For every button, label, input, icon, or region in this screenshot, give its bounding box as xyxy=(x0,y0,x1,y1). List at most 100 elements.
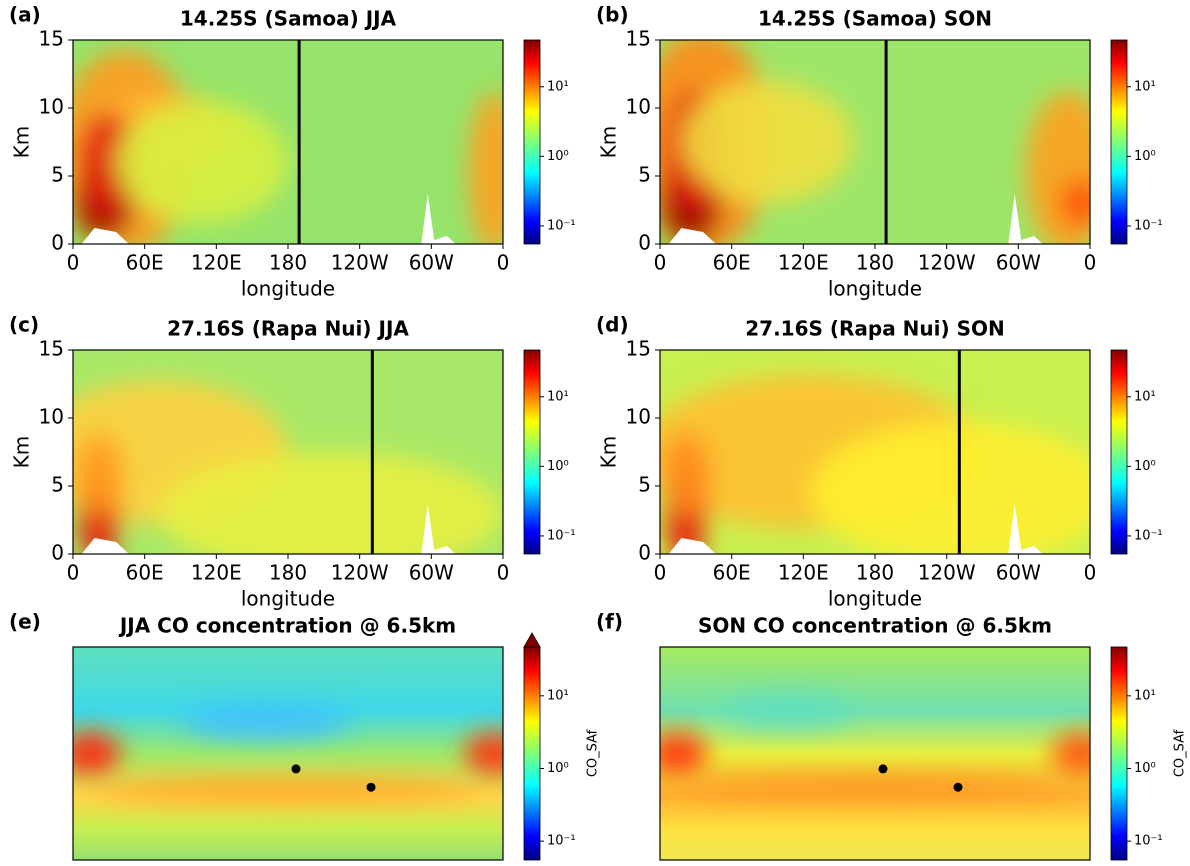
site-marker xyxy=(366,782,376,792)
terrain xyxy=(81,504,456,554)
plot-frame xyxy=(72,349,504,555)
site-marker xyxy=(291,764,301,774)
x-tick-label: 0 xyxy=(1084,251,1097,275)
x-axis-label: longitude xyxy=(828,277,922,301)
field xyxy=(660,40,1090,244)
panel-title: 27.16S (Rapa Nui) SON xyxy=(745,317,1005,341)
x-tick-label: 180 xyxy=(269,561,307,585)
colorbar-tick-label: 10⁰ xyxy=(547,149,569,164)
x-tick-label: 120W xyxy=(918,561,976,585)
colorbar-tick-label: 10¹ xyxy=(1134,389,1156,404)
x-tick-label: 60E xyxy=(713,561,751,585)
colorbar-tick-label: 10⁰ xyxy=(1134,149,1156,164)
field-blob xyxy=(77,111,138,214)
x-tick-label: 60E xyxy=(126,251,164,275)
colorbar-tick-label: 10⁰ xyxy=(547,761,569,776)
x-tick-label: 0 xyxy=(1084,561,1097,585)
colorbar-tick-label: 10¹ xyxy=(547,688,569,703)
colorbar-tick-label: 10⁻¹ xyxy=(1134,834,1163,849)
field-blob xyxy=(1051,732,1090,775)
y-tick-label: 15 xyxy=(626,337,651,361)
panel-letter: (a) xyxy=(9,3,41,27)
panel-title: JJA CO concentration @ 6.5km xyxy=(118,614,456,638)
x-tick-label: 60W xyxy=(409,251,454,275)
x-tick-label: 120E xyxy=(778,251,829,275)
field-blobs xyxy=(73,704,503,801)
x-tick-label: 0 xyxy=(497,251,510,275)
y-axis-label: Km xyxy=(10,126,34,159)
x-tick-label: 0 xyxy=(654,561,667,585)
colorbar-tick-label: 10⁻¹ xyxy=(1134,218,1163,233)
terrain xyxy=(668,504,1043,554)
colorbar xyxy=(1110,39,1128,245)
x-tick-label: 0 xyxy=(67,251,80,275)
y-tick-label: 0 xyxy=(638,541,651,565)
panel: 0 60E 120E 180 120W 60W 0051015longitudeKm14.2… xyxy=(9,3,576,301)
sites xyxy=(878,764,963,792)
panel-title: SON CO concentration @ 6.5km xyxy=(698,614,1052,638)
site-marker xyxy=(953,782,963,792)
field-blob xyxy=(468,91,503,244)
panel-title: 27.16S (Rapa Nui) JJA xyxy=(167,317,409,341)
panel-title: 14.25S (Samoa) JJA xyxy=(180,7,397,31)
field-blob xyxy=(73,732,121,775)
x-tick-label: 180 xyxy=(856,251,894,275)
colorbar-tick-label: 10⁻¹ xyxy=(547,218,576,233)
colorbar-extend xyxy=(523,632,541,648)
x-axis-label: longitude xyxy=(241,587,335,611)
panel: CO_SAf SON CO concentration @ 6.5km (f) 10⁻… xyxy=(596,610,1188,861)
panel-letter: (b) xyxy=(596,3,629,27)
plot-frame xyxy=(72,39,504,245)
y-axis-label: Km xyxy=(597,126,621,159)
field-blob xyxy=(180,704,353,739)
panel: 0 60E 120E 180 120W 60W 0051015longitudeKm14.2… xyxy=(596,3,1163,301)
colorbar xyxy=(523,646,541,861)
y-tick-label: 15 xyxy=(626,27,651,51)
x-tick-label: 180 xyxy=(856,561,894,585)
colorbar-tick-label: 10⁻¹ xyxy=(1134,528,1163,543)
colorbar xyxy=(523,39,541,245)
field-blob xyxy=(1025,91,1090,244)
colorbar xyxy=(1110,349,1128,555)
site-marker xyxy=(878,764,888,774)
colorbar-label: CO_SAf xyxy=(1173,729,1188,777)
y-tick-label: 5 xyxy=(638,473,651,497)
x-axis-label: longitude xyxy=(828,587,922,611)
colorbar-tick-label: 10¹ xyxy=(1134,688,1156,703)
field-blob xyxy=(724,693,854,728)
x-tick-label: 120W xyxy=(918,251,976,275)
plot-frame xyxy=(659,39,1091,245)
x-tick-label: 120E xyxy=(778,561,829,585)
field xyxy=(73,647,503,860)
x-tick-label: 60E xyxy=(126,561,164,585)
x-tick-label: 0 xyxy=(497,561,510,585)
y-tick-label: 10 xyxy=(626,405,651,429)
y-tick-label: 5 xyxy=(638,163,651,187)
colorbar-tick-label: 10⁻¹ xyxy=(547,834,576,849)
x-tick-label: 60W xyxy=(996,251,1041,275)
y-tick-label: 0 xyxy=(51,231,64,255)
y-tick-label: 15 xyxy=(39,337,64,361)
x-tick-label: 120E xyxy=(191,251,242,275)
field xyxy=(73,40,503,244)
field-blobs xyxy=(660,693,1090,797)
field-blob xyxy=(681,80,854,204)
colorbar-tick-label: 10⁰ xyxy=(1134,459,1156,474)
field-blobs xyxy=(660,40,1090,244)
plot-frame xyxy=(659,646,1091,861)
colorbar-label: CO_SAf xyxy=(586,729,601,777)
colorbar-tick-label: 10¹ xyxy=(547,389,569,404)
y-tick-label: 0 xyxy=(51,541,64,565)
x-tick-label: 60W xyxy=(409,561,454,585)
y-tick-label: 5 xyxy=(51,473,64,497)
y-tick-label: 0 xyxy=(638,231,651,255)
colorbar-tick-label: 10⁰ xyxy=(1134,761,1156,776)
field-blob xyxy=(94,779,482,801)
field-blobs xyxy=(73,380,503,554)
field-blob xyxy=(73,431,125,514)
colorbar-tick-label: 10⁻¹ xyxy=(547,528,576,543)
field-blob xyxy=(810,421,1090,554)
field-base xyxy=(73,647,503,860)
field-blobs xyxy=(660,374,1090,554)
